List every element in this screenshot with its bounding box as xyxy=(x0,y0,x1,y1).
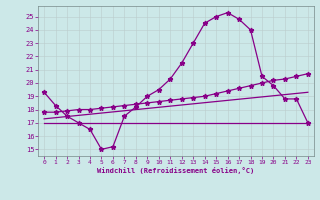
X-axis label: Windchill (Refroidissement éolien,°C): Windchill (Refroidissement éolien,°C) xyxy=(97,167,255,174)
